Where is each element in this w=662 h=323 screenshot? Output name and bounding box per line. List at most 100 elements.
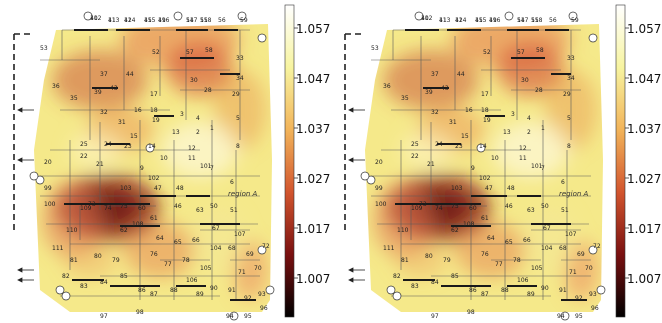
bus-label: 47 <box>485 185 493 192</box>
generator-icon <box>568 11 578 21</box>
bus-label: 20 <box>375 159 383 166</box>
bus-label: 11 <box>188 155 196 162</box>
bus-label: 52 <box>483 49 491 56</box>
bus-label: 52 <box>152 49 160 56</box>
bus-label: 8 <box>236 143 240 150</box>
generator-icon <box>265 285 275 295</box>
bus-label: 94 <box>557 313 565 320</box>
bus-label: 51 <box>561 207 569 214</box>
bus-label: 12 <box>519 145 527 152</box>
bus-label: 29 <box>232 91 240 98</box>
colorbar-tick-2: 1.047 <box>296 72 331 86</box>
bus-label: 54 <box>186 17 194 24</box>
bus-label: 93 <box>589 291 597 298</box>
generator-icon <box>588 33 598 43</box>
bus-label: 10 <box>491 155 499 162</box>
bus-label: 3 <box>511 111 515 118</box>
bus-label: 103 <box>120 185 132 192</box>
bus-label: 91 <box>559 287 567 294</box>
generator-icon <box>386 285 396 295</box>
bus-label: 69 <box>577 251 585 258</box>
bus-label: 74 <box>435 205 443 212</box>
bus-label: 115 <box>144 17 156 24</box>
bus-label: 102 <box>148 175 160 182</box>
bus-label: 17 <box>150 91 158 98</box>
bus-label: 107 <box>234 231 246 238</box>
bus-label: 107 <box>565 231 577 238</box>
bus-label: 37 <box>431 71 439 78</box>
bus-label: 8 <box>567 143 571 150</box>
colorbar-tick-1: 1.057 <box>627 22 662 36</box>
bus-label: 84 <box>100 279 108 286</box>
bus-label: 67 <box>543 225 551 232</box>
generator-icon <box>476 143 486 153</box>
colorbar-tick-4: 1.027 <box>627 172 662 186</box>
colorbar-tick-2: 1.047 <box>627 72 662 86</box>
left-panel: 40 41 42 45 49 54 55 56 59 53 52 57 58 37 44 43 36 39 35 32… <box>13 4 331 321</box>
generator-icon <box>29 171 39 181</box>
bus-label: 80 <box>425 253 433 260</box>
bus-label: 34 <box>567 75 575 82</box>
bus-label: 102 <box>479 175 491 182</box>
bus-label: 66 <box>192 237 200 244</box>
bus-label: 82 <box>393 273 401 280</box>
bus-label: 53 <box>40 45 48 52</box>
bus-label: 34 <box>236 75 244 82</box>
generator-icon <box>83 11 93 21</box>
bus-label: 35 <box>70 95 78 102</box>
bus-label: 113 <box>439 17 451 24</box>
bus-label: 110 <box>66 227 78 234</box>
bus-label: 19 <box>152 117 160 124</box>
bus-label: 86 <box>469 287 477 294</box>
bus-label: 30 <box>521 77 529 84</box>
bus-label: 76 <box>150 251 158 258</box>
bus-label: 13 <box>172 129 180 136</box>
bus-label: 40 <box>90 15 98 22</box>
generator-icon <box>55 285 65 295</box>
bus-label: 13 <box>503 129 511 136</box>
bus-label: 105 <box>200 265 212 272</box>
bus-label: 14 <box>148 143 156 150</box>
bus-label: 6 <box>230 179 234 186</box>
bus-label: 75 <box>451 203 459 210</box>
bus-label: 60 <box>138 205 146 212</box>
bus-label: 100 <box>44 201 56 208</box>
bus-label: 33 <box>236 55 244 62</box>
bus-label: 43 <box>441 85 449 92</box>
bus-label: 17 <box>481 91 489 98</box>
bus-label: 111 <box>52 245 64 252</box>
colorbar-tick-5: 1.017 <box>296 222 331 236</box>
generator-icons <box>29 11 275 321</box>
bus-label: 77 <box>164 261 172 268</box>
bus-label: 50 <box>541 203 549 210</box>
tie-lines <box>344 33 361 234</box>
region-label: region A <box>228 190 258 198</box>
bus-label: 33 <box>567 55 575 62</box>
bus-label: 97 <box>431 313 439 320</box>
bus-label: 104 <box>210 245 222 252</box>
bus-label: 75 <box>120 203 128 210</box>
bus-label: 82 <box>62 273 70 280</box>
bus-label: 19 <box>483 117 491 124</box>
bus-label: 1 <box>210 125 214 132</box>
colorbar-tick-1: 1.057 <box>296 22 331 36</box>
bus-label: 9 <box>471 165 475 172</box>
bus-label: 58 <box>536 47 544 54</box>
bus-label: 56 <box>549 17 557 24</box>
bus-label: 45 <box>144 17 152 24</box>
left-arrows <box>17 107 34 283</box>
bus-label: 85 <box>451 273 459 280</box>
bus-bars <box>64 29 256 301</box>
bus-label: 118 <box>200 17 212 24</box>
generator-icons <box>360 11 606 321</box>
bus-label: 99 <box>44 185 52 192</box>
bus-label: 45 <box>475 17 483 24</box>
bus-label: 101 <box>200 163 212 170</box>
bus-label: 14 <box>479 143 487 150</box>
colorbar-tick-6: 1.007 <box>296 272 331 286</box>
bus-label: 57 <box>186 49 194 56</box>
bus-label: 51 <box>230 207 238 214</box>
bus-label: 81 <box>70 257 78 264</box>
